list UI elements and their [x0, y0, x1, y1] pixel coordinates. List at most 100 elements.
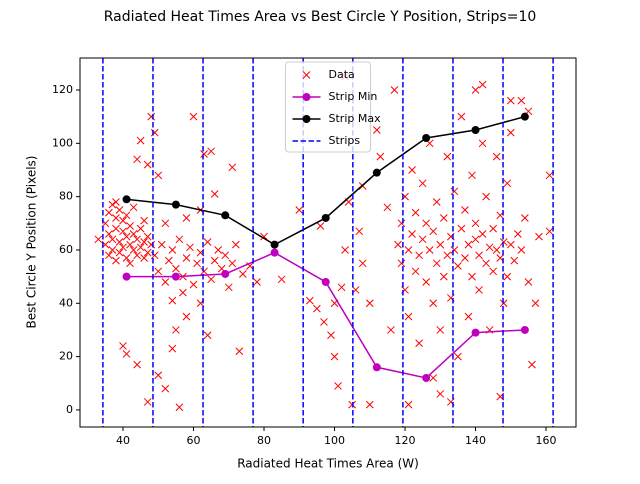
data-point: [119, 342, 127, 350]
data-point: [231, 240, 240, 249]
y-tick-label: 20: [59, 350, 73, 363]
data-point: [168, 344, 177, 353]
data-point: [517, 96, 526, 105]
data-point: [404, 246, 413, 254]
data-point: [341, 246, 349, 254]
data-point: [376, 152, 385, 161]
data-point: [404, 400, 413, 409]
data-point: [122, 350, 131, 358]
data-point: [94, 235, 103, 244]
data-point: [418, 235, 427, 244]
data-point: [140, 238, 149, 246]
series-marker: [372, 363, 381, 372]
data-point: [510, 256, 519, 265]
data-point: [517, 246, 526, 254]
data-point: [450, 246, 459, 254]
data-point: [143, 248, 152, 257]
data-point: [140, 254, 149, 262]
data-point: [411, 267, 420, 276]
data-point: [408, 166, 416, 174]
chart-title: Radiated Heat Times Area vs Best Circle …: [104, 9, 537, 25]
data-point: [439, 214, 448, 222]
data-point: [224, 283, 233, 292]
x-axis-label: Radiated Heat Times Area (W): [237, 457, 419, 471]
data-point: [221, 251, 230, 260]
data-point: [429, 227, 438, 236]
data-point: [154, 371, 163, 380]
data-point: [524, 278, 533, 286]
data-point: [468, 171, 476, 180]
data-point: [415, 339, 423, 348]
data-point: [478, 80, 487, 89]
data-point: [207, 147, 215, 156]
data-point: [143, 232, 152, 241]
series-marker: [270, 248, 279, 257]
data-point: [475, 251, 483, 260]
data-point: [432, 259, 441, 268]
series-marker: [471, 328, 480, 337]
data-point: [425, 246, 434, 254]
y-axis-label: Best Circle Y Position (Pixels): [25, 156, 39, 329]
y-tick-label: 120: [52, 83, 73, 96]
data-point: [182, 214, 191, 222]
data-point: [175, 403, 184, 412]
data-point: [492, 152, 501, 161]
data-point: [186, 243, 194, 252]
data-point: [193, 259, 201, 268]
data-point: [397, 219, 406, 228]
data-point: [418, 179, 427, 188]
series-marker: [221, 211, 230, 220]
legend-label: Strip Max: [329, 112, 382, 125]
data-point: [182, 312, 191, 321]
x-tick-label: 40: [116, 434, 130, 447]
data-point: [464, 312, 473, 321]
series-marker: [321, 213, 330, 222]
data-point: [126, 222, 134, 230]
data-point: [235, 347, 244, 356]
x-tick-label: 60: [187, 434, 201, 447]
data-point: [454, 352, 462, 361]
data-point: [143, 160, 152, 169]
series-marker: [520, 325, 529, 334]
data-point: [408, 230, 416, 238]
data-point: [358, 259, 367, 268]
legend-label: Data: [329, 68, 355, 81]
data-point: [365, 299, 374, 308]
data-point: [411, 208, 420, 217]
data-point: [126, 259, 134, 268]
data-point: [313, 304, 321, 313]
x-tick-label: 100: [324, 434, 345, 447]
data-point: [161, 384, 170, 393]
data-point: [471, 219, 480, 228]
data-point: [503, 272, 512, 281]
data-point: [436, 240, 445, 249]
data-point: [485, 243, 494, 252]
data-point: [394, 240, 402, 249]
data-point: [105, 208, 113, 217]
data-point: [189, 112, 198, 121]
data-point: [461, 206, 469, 214]
data-point: [383, 203, 392, 212]
data-point: [531, 299, 540, 308]
data-point: [365, 400, 374, 409]
data-point: [503, 179, 512, 188]
data-point: [464, 240, 473, 249]
data-point: [499, 238, 508, 246]
series-marker: [422, 133, 431, 142]
data-point: [168, 296, 177, 305]
data-point: [521, 214, 529, 222]
data-point: [457, 112, 466, 121]
data-point: [140, 216, 149, 225]
data-point: [133, 235, 141, 244]
series-marker: [171, 200, 180, 209]
series-marker: [122, 272, 131, 281]
data-point: [182, 254, 191, 262]
data-point: [119, 243, 127, 252]
data-point: [179, 288, 187, 297]
data-point: [422, 219, 431, 228]
data-point: [203, 238, 212, 246]
data-point: [228, 163, 237, 172]
y-tick-label: 80: [59, 190, 73, 203]
data-point: [207, 275, 215, 284]
